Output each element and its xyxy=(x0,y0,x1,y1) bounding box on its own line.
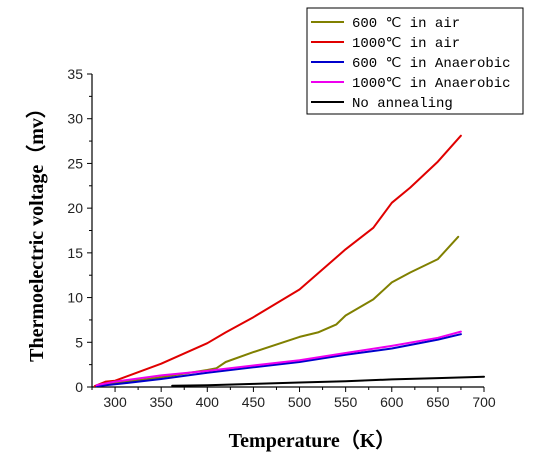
legend-label: No annealing xyxy=(352,96,453,112)
legend-label: 1000℃ in Anaerobic xyxy=(352,76,511,92)
y-tick-label: 15 xyxy=(67,245,83,261)
y-tick-label: 0 xyxy=(75,379,83,395)
y-tick-label: 10 xyxy=(67,290,83,306)
x-tick-label: 300 xyxy=(103,394,127,410)
legend-item: 1000℃ in Anaerobic xyxy=(311,76,511,92)
x-tick-label: 700 xyxy=(472,394,496,410)
series-line-4 xyxy=(95,330,462,387)
legend-items: 600 ℃ in air 1000℃ in air 600 ℃ in Anaerob… xyxy=(311,16,511,112)
legend-label: 600 ℃ in air xyxy=(352,16,460,32)
y-tick-label: 5 xyxy=(75,334,83,350)
legend-item: 1000℃ in air xyxy=(311,36,460,52)
y-tick-label: 35 xyxy=(67,66,83,82)
x-tick-label: 650 xyxy=(426,394,450,410)
y-tick-label: 30 xyxy=(67,111,83,127)
series-line-3 xyxy=(95,333,462,388)
y-ticks: 0 5 10 15 20 25 30 35 xyxy=(67,66,92,395)
x-tick-label: 400 xyxy=(196,394,220,410)
legend-label: 1000℃ in air xyxy=(352,36,460,52)
y-tick-label: 25 xyxy=(67,155,83,171)
x-tick-label: 600 xyxy=(380,394,404,410)
plot-area: 300 350 400 450 500 550 600 650 700 0 5 10 15 20 25 30… xyxy=(67,66,495,410)
y-tick-label: 20 xyxy=(67,200,83,216)
legend-item: No annealing xyxy=(311,96,453,112)
x-ticks: 300 350 400 450 500 550 600 650 700 xyxy=(91,387,496,410)
series-line-2 xyxy=(93,134,462,388)
legend: 600 ℃ in air 1000℃ in air 600 ℃ in Anaerob… xyxy=(306,7,524,115)
series-line-5 xyxy=(171,375,485,387)
x-axis-label: Temperature（K） xyxy=(229,429,396,452)
x-tick-label: 350 xyxy=(149,394,173,410)
x-tick-label: 550 xyxy=(334,394,358,410)
legend-item: 600 ℃ in Anaerobic xyxy=(311,56,511,72)
legend-item: 600 ℃ in air xyxy=(311,16,460,32)
y-axis-label: Thermoelectric voltage（mv） xyxy=(25,98,48,362)
series-lines xyxy=(93,134,485,388)
legend-label: 600 ℃ in Anaerobic xyxy=(352,56,511,72)
x-tick-label: 450 xyxy=(242,394,266,410)
x-tick-label: 500 xyxy=(288,394,312,410)
